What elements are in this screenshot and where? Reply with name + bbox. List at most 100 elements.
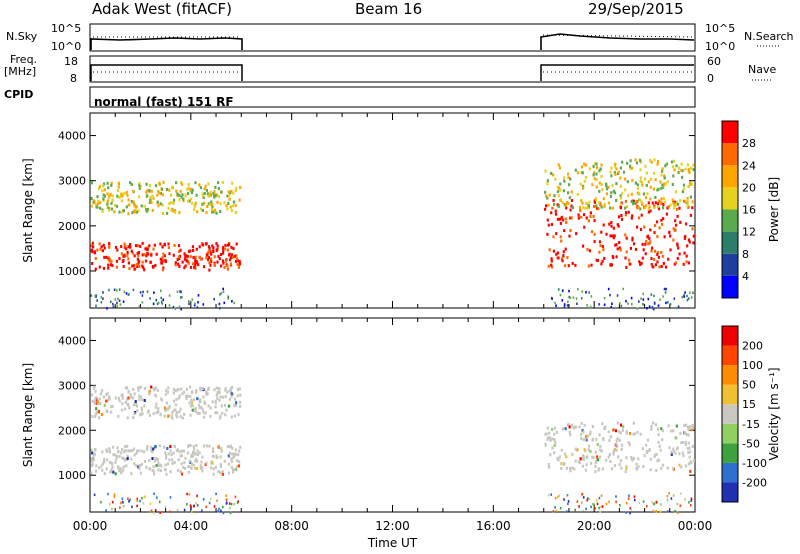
power-cell [625,205,629,209]
power-cell [173,209,177,212]
power-near-cell [640,297,642,300]
power-cell [640,261,643,265]
power-cell [235,186,238,190]
velocity-cell [103,457,106,461]
power-cell [577,213,580,217]
velocity-cell [118,399,121,403]
power-cell [230,245,233,249]
power-cell [605,187,609,191]
velocity-cell [620,443,624,447]
power-cell [621,217,624,221]
power-near-cell [636,307,639,310]
velocity-cell [157,407,160,411]
velocity-cell [687,433,690,437]
power-cell [217,187,220,191]
power-cell [208,249,211,253]
power-cell [91,241,94,245]
velocity-cell [92,458,95,462]
velocity-cell [580,432,583,436]
velocity-cell [192,444,195,448]
power-cell [649,228,652,232]
power-near-cell [142,290,144,294]
velocity-near-cell [666,494,669,498]
velocity-near-cell [660,503,662,506]
power-cell [656,202,659,206]
power-cell [173,244,176,247]
velocity-cell [108,395,111,399]
power-cell [117,181,120,185]
velocity-near-cell [188,493,191,496]
velocity-cell [157,468,160,472]
power-cell [673,159,676,163]
power-cell [598,181,601,185]
ytick-label-1000: 1000 [58,265,86,278]
power-cell [122,258,125,262]
velocity-cell [618,463,621,467]
power-cell [209,190,212,194]
power-cell [600,262,603,266]
velocity-cell [580,422,583,425]
power-cell [582,206,585,210]
velocity-cell [645,443,648,447]
velocity-cell [151,468,154,472]
xtick-label-5: 20:00 [577,519,612,533]
power-cell [556,203,559,207]
power-near-cell [567,300,569,304]
power-cell [587,205,590,209]
power-cell [131,251,134,255]
power-cell [234,203,237,207]
velocity-near-cell [651,500,653,504]
power-cell [615,255,618,259]
velocity-cell [108,447,111,451]
power-cell [658,265,661,269]
power-cell [550,223,553,226]
velocity-cell [207,386,210,390]
velocity-cell [661,429,664,433]
velocity-near-cell [193,504,195,508]
velocity-near-cell [183,508,186,512]
velocity-cell [146,445,149,449]
power-cell [610,224,613,228]
velocity-near-cell [655,501,658,504]
velocity-cell [137,388,140,392]
velocity-near-cell [141,496,143,500]
power-near-cell [160,300,163,304]
power-cell [685,260,688,264]
xaxis-label: Time UT [367,536,418,550]
power-near-cell [194,302,196,305]
power-cell [657,255,660,259]
velocity-cell [203,400,206,404]
power-cell [597,207,600,211]
power-cell [595,204,598,208]
power-near-cell [193,303,196,307]
power-near-cell [665,301,667,305]
power-cell [584,176,588,179]
velocity-cell [105,393,108,396]
velocity-cell [230,457,233,461]
velocity-near-cell [642,500,645,503]
power-cell [554,177,557,181]
power-near-cell [116,304,118,308]
power-cell [546,182,549,186]
power-near-cell [128,292,130,296]
power-near-cell [197,301,199,304]
velocity-near-cell [234,495,237,499]
power-cell [123,254,126,258]
power-cell [614,162,617,166]
power-cell [593,232,596,236]
power-cell [638,198,642,202]
velocity-cell [689,460,692,464]
velocity-cell [132,416,135,419]
power-cell [584,163,587,167]
velocity-cell [673,450,676,454]
velocity-near-cell [552,510,555,513]
velocity-cell [225,408,228,412]
power-cell [206,257,210,261]
velocity-near-cell [129,498,131,502]
velocity-cell [170,452,173,456]
power-near-cell [219,293,221,296]
power-near-cell [153,291,155,294]
velocity-cell [657,440,660,444]
power-near-cell [681,295,683,299]
